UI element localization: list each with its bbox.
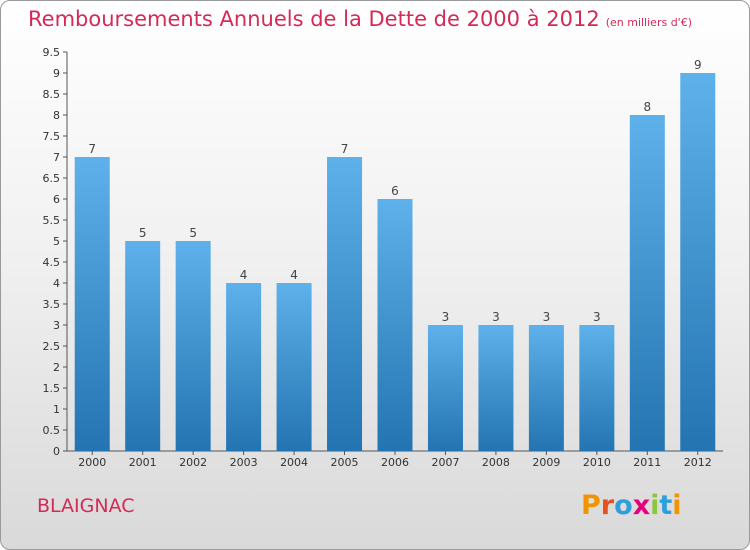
x-tick-label-2004: 2004 bbox=[280, 456, 308, 469]
bar-2003 bbox=[226, 283, 262, 451]
value-labels: 7 5 5 4 4 7 6 3 3 3 3 8 9 bbox=[88, 58, 701, 324]
y-tick-label: 4 bbox=[53, 277, 60, 290]
x-tick-label-2006: 2006 bbox=[381, 456, 409, 469]
x-tick-label-2002: 2002 bbox=[179, 456, 207, 469]
y-tick-label: 2.5 bbox=[43, 340, 61, 353]
logo-letter: i bbox=[672, 490, 682, 521]
logo-letter: x bbox=[632, 490, 651, 521]
bar-2010 bbox=[579, 325, 615, 451]
y-tick-label: 4.5 bbox=[43, 256, 61, 269]
y-tick-label: 7.5 bbox=[43, 130, 61, 143]
logo-letter: P bbox=[581, 490, 601, 521]
y-tick-label: 6 bbox=[53, 193, 60, 206]
value-label-2002: 5 bbox=[189, 226, 197, 240]
town-name: BLAIGNAC bbox=[37, 495, 135, 517]
value-label-2006: 6 bbox=[391, 184, 399, 198]
y-tick-label: 6.5 bbox=[43, 172, 61, 185]
bar-series bbox=[74, 73, 716, 451]
bar-2006 bbox=[377, 199, 413, 451]
x-tick-label-2005: 2005 bbox=[331, 456, 359, 469]
bar-2007 bbox=[427, 325, 463, 451]
y-tick-label: 1.5 bbox=[43, 382, 61, 395]
value-label-2012: 9 bbox=[694, 58, 702, 72]
y-tick-label: 7 bbox=[53, 151, 60, 164]
value-label-2003: 4 bbox=[240, 268, 248, 282]
x-tick-label-2003: 2003 bbox=[230, 456, 258, 469]
bar-2009 bbox=[528, 325, 564, 451]
y-tick-label: 1 bbox=[53, 403, 60, 416]
logo-letter: t bbox=[659, 490, 673, 521]
chart-title: Remboursements Annuels de la Dette de 20… bbox=[28, 7, 692, 31]
value-label-2009: 3 bbox=[543, 310, 551, 324]
x-tick-label-2001: 2001 bbox=[129, 456, 157, 469]
bar-2001 bbox=[125, 241, 161, 451]
bar-2008 bbox=[478, 325, 514, 451]
y-tick-label: 9.5 bbox=[43, 46, 61, 59]
y-tick-label: 8 bbox=[53, 109, 60, 122]
bar-2000 bbox=[74, 157, 110, 451]
x-tick-label-2011: 2011 bbox=[633, 456, 661, 469]
x-tick-label-2009: 2009 bbox=[532, 456, 560, 469]
y-tick-label: 3 bbox=[53, 319, 60, 332]
title-text: Remboursements Annuels de la Dette de 20… bbox=[28, 7, 600, 31]
chart-subtitle: (en milliers d'€) bbox=[605, 16, 692, 29]
value-label-2005: 7 bbox=[341, 142, 349, 156]
x-tick-label-2010: 2010 bbox=[583, 456, 611, 469]
x-tick-label-2012: 2012 bbox=[684, 456, 712, 469]
bar-2011 bbox=[629, 115, 665, 451]
bar-2002 bbox=[175, 241, 211, 451]
y-tick-label: 0.5 bbox=[43, 424, 61, 437]
y-tick-label: 3.5 bbox=[43, 298, 61, 311]
logo-letter: r bbox=[600, 490, 615, 521]
y-tick-label: 0 bbox=[53, 445, 60, 458]
logo-letter: o bbox=[614, 490, 633, 521]
x-tick-label-2008: 2008 bbox=[482, 456, 510, 469]
chart-axes: 0 0.5 1 1.5 2 2.5 3 3.5 4 4.5 5 5.5 6 6.5 7 7.5 8 8.5 9 9.5… bbox=[43, 46, 723, 469]
bar-2012 bbox=[680, 73, 716, 451]
logo-letter: i bbox=[650, 490, 660, 521]
y-tick-label: 2 bbox=[53, 361, 60, 374]
x-tick-label-2007: 2007 bbox=[431, 456, 459, 469]
y-tick-label: 9 bbox=[53, 67, 60, 80]
value-label-2004: 4 bbox=[290, 268, 298, 282]
y-tick-label: 5.5 bbox=[43, 214, 61, 227]
x-tick-label-2000: 2000 bbox=[78, 456, 106, 469]
value-label-2008: 3 bbox=[492, 310, 500, 324]
value-label-2001: 5 bbox=[139, 226, 147, 240]
bar-2004 bbox=[276, 283, 312, 451]
y-tick-label: 5 bbox=[53, 235, 60, 248]
bar-2005 bbox=[327, 157, 363, 451]
value-label-2007: 3 bbox=[442, 310, 450, 324]
value-label-2011: 8 bbox=[643, 100, 651, 114]
y-tick-label: 8.5 bbox=[43, 88, 61, 101]
proxiti-logo: Proxiti bbox=[581, 490, 682, 521]
value-label-2010: 3 bbox=[593, 310, 601, 324]
value-label-2000: 7 bbox=[88, 142, 96, 156]
